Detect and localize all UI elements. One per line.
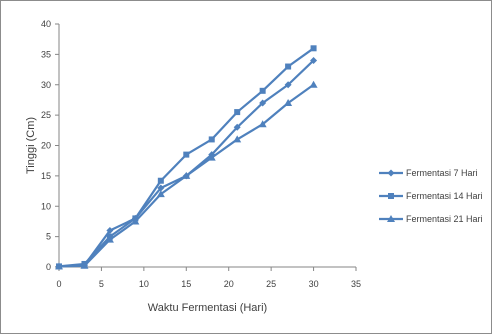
x-tick-label: 20: [224, 279, 234, 289]
data-point: [260, 88, 266, 94]
series-2: [56, 45, 317, 269]
data-point: [158, 178, 164, 184]
y-tick-label: 15: [41, 171, 51, 181]
chart-series: [55, 45, 318, 270]
legend-item: Fermentasi 21 Hari: [379, 214, 483, 224]
x-tick-label: 30: [309, 279, 319, 289]
y-tick-label: 40: [41, 19, 51, 29]
y-tick-label: 0: [46, 262, 51, 272]
series-line: [59, 60, 314, 266]
x-tick-label: 10: [139, 279, 149, 289]
legend-marker: [388, 193, 394, 199]
data-point: [209, 136, 215, 142]
chart-legend: Fermentasi 7 Hari Fermentasi 14 Hari Ferme…: [379, 168, 483, 224]
series-1: [56, 57, 318, 270]
data-point: [234, 109, 240, 115]
x-tick-label: 0: [56, 279, 61, 289]
data-point: [183, 152, 189, 158]
data-point: [310, 81, 318, 88]
series-3: [55, 81, 318, 270]
legend-label: Fermentasi 21 Hari: [406, 214, 483, 224]
y-tick-label: 35: [41, 49, 51, 59]
legend-label: Fermentasi 7 Hari: [406, 168, 478, 178]
x-tick-label: 15: [181, 279, 191, 289]
data-point: [285, 64, 291, 70]
x-tick-label: 25: [266, 279, 276, 289]
y-axis-label: Tinggi (Cm): [25, 117, 37, 174]
y-tick-label: 20: [41, 141, 51, 151]
x-axis-label: Waktu Fermentasi (Hari): [148, 302, 267, 314]
y-tick-label: 25: [41, 110, 51, 120]
x-tick-label: 5: [99, 279, 104, 289]
y-tick-label: 30: [41, 80, 51, 90]
data-point: [311, 45, 317, 51]
x-tick-label: 35: [351, 279, 361, 289]
y-tick-label: 5: [46, 232, 51, 242]
legend-label: Fermentasi 14 Hari: [406, 191, 483, 201]
legend-marker: [388, 170, 395, 177]
legend-item: Fermentasi 14 Hari: [379, 191, 483, 201]
legend-item: Fermentasi 7 Hari: [379, 168, 478, 178]
y-tick-label: 10: [41, 201, 51, 211]
